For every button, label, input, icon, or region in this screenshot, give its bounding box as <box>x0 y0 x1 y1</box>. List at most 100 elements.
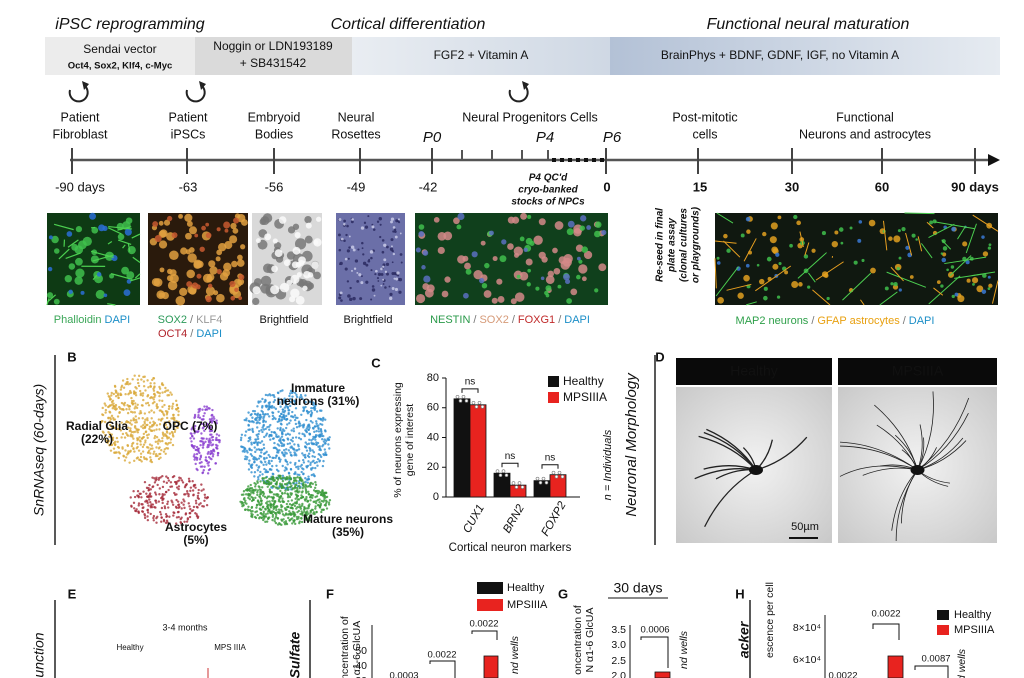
umap-point <box>139 443 142 446</box>
umap-point <box>250 454 254 457</box>
umap-point <box>210 429 213 432</box>
umap-point <box>180 501 183 504</box>
micrograph-cell <box>520 212 528 220</box>
umap-point <box>110 400 114 404</box>
umap-point <box>150 417 153 420</box>
umap-point <box>262 510 266 514</box>
umap-point <box>269 502 272 505</box>
micrograph-cell <box>290 274 300 284</box>
umap-point <box>247 505 250 509</box>
micrograph-cell <box>514 292 525 302</box>
micrograph-cell <box>352 296 356 301</box>
micrograph-cell <box>791 280 799 288</box>
micrograph-cell <box>191 282 199 289</box>
umap-point <box>211 455 215 458</box>
umap-point <box>259 400 262 403</box>
umap-point <box>198 416 202 419</box>
legend-swatch <box>937 610 949 620</box>
umap-point <box>272 485 276 488</box>
micrograph-fiber <box>746 301 757 306</box>
umap-point <box>281 389 284 392</box>
umap-point <box>205 405 209 408</box>
umap-point <box>289 451 292 454</box>
micrograph-cell <box>156 290 166 300</box>
umap-point <box>279 474 282 478</box>
umap-point <box>199 502 202 505</box>
umap-point <box>299 507 303 510</box>
umap-point <box>260 499 263 502</box>
micrograph-cell <box>566 298 573 304</box>
umap-point <box>200 437 203 440</box>
bar-cropped <box>887 655 904 678</box>
micrograph-cell <box>457 212 465 221</box>
phase-title: Functional neural maturation <box>707 16 910 33</box>
umap-point <box>277 410 280 414</box>
micrograph-cell <box>357 248 360 251</box>
micrograph-cell <box>184 213 193 222</box>
micrograph-fiber <box>804 242 810 256</box>
umap-point <box>202 442 206 445</box>
umap-point <box>307 516 310 520</box>
umap-point <box>304 441 307 444</box>
umap-point <box>210 417 214 420</box>
umap-point <box>125 431 128 435</box>
neurite <box>839 445 918 471</box>
umap-point <box>280 523 283 527</box>
umap-point <box>134 405 137 408</box>
umap-point <box>141 503 144 506</box>
umap-point <box>282 399 286 403</box>
umap-point <box>283 417 286 421</box>
umap-point <box>319 428 323 431</box>
micrograph-fiber <box>127 242 131 252</box>
umap-point <box>214 438 218 442</box>
umap-point <box>175 498 178 502</box>
umap-point <box>126 434 130 437</box>
micrograph-cell <box>554 221 564 230</box>
umap-point <box>136 378 140 381</box>
image-label-part: / <box>190 314 194 326</box>
micrograph-cell <box>365 263 369 267</box>
image-label-part: DAPI <box>105 314 131 326</box>
y-axis-label: escence per cell <box>764 582 776 658</box>
umap-point <box>263 458 266 461</box>
umap-point <box>310 439 313 442</box>
micrograph-cell <box>480 240 486 246</box>
micrograph-cell <box>379 235 382 239</box>
umap-point <box>173 422 176 425</box>
umap-point <box>149 452 152 455</box>
umap-point <box>252 492 255 495</box>
umap-point <box>290 499 294 502</box>
micrograph-cell <box>942 252 947 257</box>
neurite <box>895 469 918 542</box>
umap-point <box>273 441 276 445</box>
umap-point <box>279 426 282 430</box>
umap-point <box>169 485 172 489</box>
micrograph-cell <box>271 265 279 273</box>
micrograph-cell <box>311 261 319 269</box>
umap-point <box>272 400 275 404</box>
umap-point <box>134 393 138 397</box>
micrograph-cell <box>538 218 546 226</box>
micrograph-cell <box>379 223 382 226</box>
umap-point <box>187 494 190 498</box>
micrograph-cell <box>302 285 308 291</box>
umap-point <box>268 415 271 418</box>
micrograph-cell <box>187 253 197 263</box>
umap-point <box>115 390 118 393</box>
umap-point <box>152 398 155 401</box>
cycle-icon <box>185 85 206 103</box>
micrograph-cell <box>278 216 287 224</box>
umap-point <box>146 436 149 440</box>
micrograph-cell <box>364 225 369 229</box>
umap-point <box>327 443 330 446</box>
umap-point <box>164 512 168 516</box>
umap-point <box>241 450 245 453</box>
umap-point <box>147 486 150 490</box>
umap-point <box>302 458 305 462</box>
x-axis-label: Cortical neuron markers <box>449 542 572 554</box>
umap-point <box>271 437 275 441</box>
micrograph-cell <box>382 265 385 268</box>
umap-point <box>323 493 326 497</box>
umap-point <box>297 482 301 485</box>
umap-point <box>310 494 314 497</box>
